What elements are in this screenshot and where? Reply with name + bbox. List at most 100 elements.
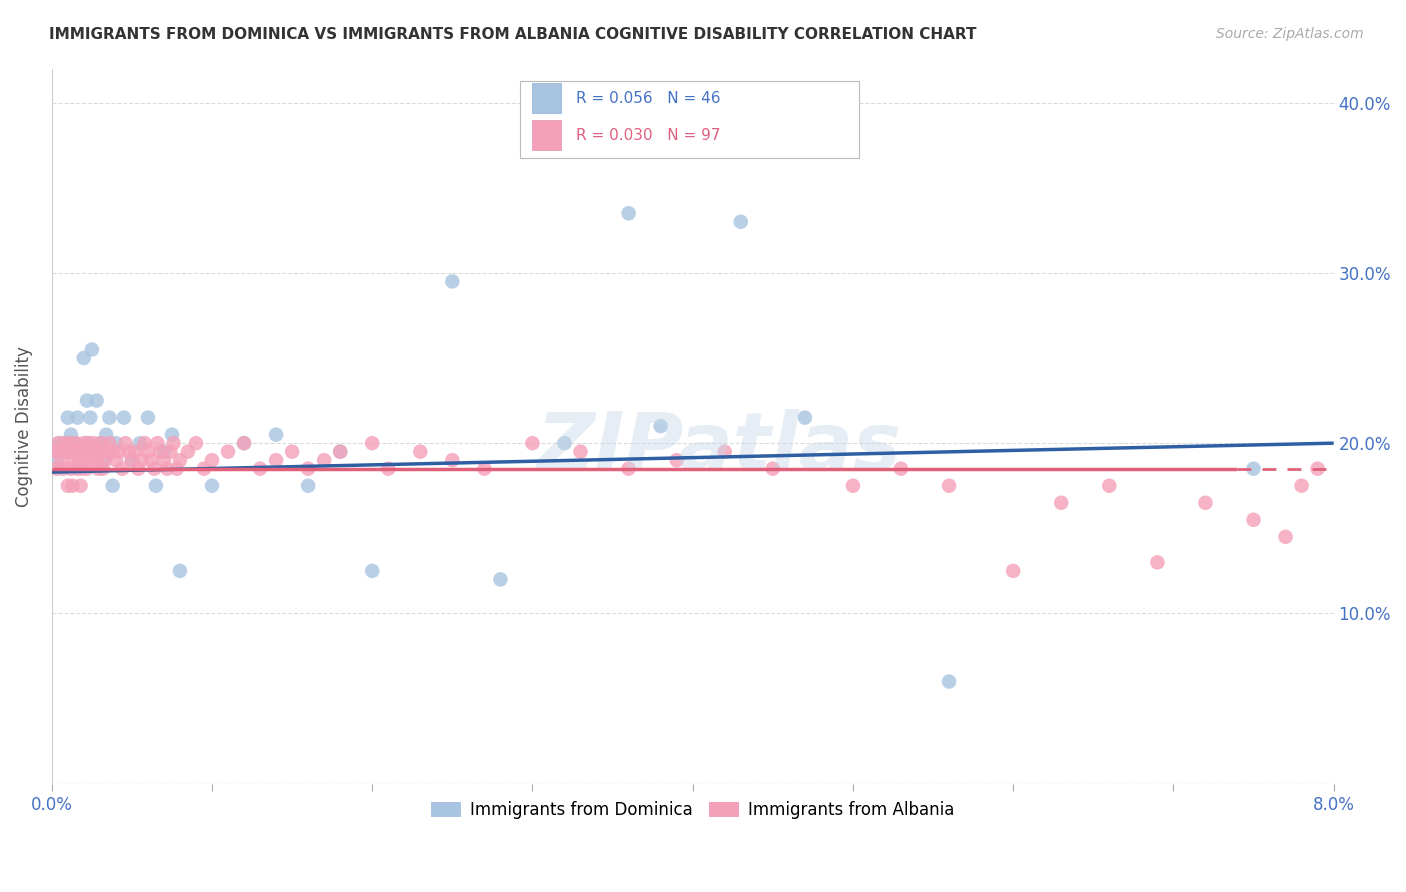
Point [617,461,640,475]
Point [1291,479,1313,493]
Point [93,453,115,467]
Point [63,444,86,458]
Point [70,461,93,475]
Point [166,461,188,475]
Point [86,393,108,408]
Point [441,453,464,467]
Point [66,444,89,458]
Point [146,436,169,450]
FancyBboxPatch shape [533,120,561,150]
Point [361,564,384,578]
Point [73,351,96,365]
Point [90,436,112,450]
Point [62,479,84,493]
Point [46,436,69,450]
Point [51,453,73,467]
Point [82,436,104,450]
FancyBboxPatch shape [533,83,561,113]
Point [58,436,80,450]
Point [162,436,184,450]
Point [96,427,118,442]
Point [69,444,91,458]
Point [52,461,75,475]
Point [713,444,735,458]
Point [66,461,89,475]
Point [131,453,153,467]
Point [153,444,176,458]
Point [650,419,672,434]
Point [82,444,104,458]
Legend: Immigrants from Dominica, Immigrants from Albania: Immigrants from Dominica, Immigrants fro… [425,794,960,825]
Point [297,479,319,493]
Point [1050,496,1073,510]
Point [665,453,688,467]
Point [55,444,77,458]
Point [409,444,432,458]
Point [56,436,79,450]
Point [121,453,143,467]
Point [91,461,114,475]
Point [127,461,149,475]
Point [104,436,127,450]
Point [63,453,86,467]
Point [145,479,167,493]
Point [77,436,100,450]
Point [169,564,191,578]
Point [91,453,114,467]
Point [53,436,76,450]
Point [44,444,66,458]
Point [67,453,90,467]
Point [76,393,98,408]
Point [193,461,215,475]
Point [553,436,575,450]
Point [118,444,141,458]
Point [233,436,256,450]
Point [56,410,79,425]
Point [1306,461,1329,475]
Point [75,444,97,458]
Point [377,461,399,475]
Point [69,444,91,458]
Point [1146,555,1168,569]
Text: R = 0.056   N = 46: R = 0.056 N = 46 [576,91,720,105]
Point [98,436,121,450]
Point [233,436,256,450]
Text: ZIPatlas: ZIPatlas [536,409,901,486]
Point [184,436,207,450]
Point [217,444,239,458]
Point [98,410,121,425]
Point [249,461,271,475]
Point [49,436,72,450]
Point [128,436,150,450]
Point [76,436,98,450]
Point [73,436,96,450]
Point [297,461,319,475]
Point [136,444,159,458]
Point [1243,461,1265,475]
Point [1274,530,1296,544]
Point [121,453,143,467]
FancyBboxPatch shape [520,80,859,158]
Point [45,453,67,467]
Point [45,461,67,475]
Point [114,436,136,450]
Point [89,436,111,450]
Point [80,453,103,467]
Point [160,427,183,442]
Point [489,573,512,587]
Point [65,436,87,450]
Point [842,479,865,493]
Point [79,444,101,458]
Point [56,444,79,458]
Point [73,453,96,467]
Point [1002,564,1025,578]
Point [938,479,960,493]
Point [1194,496,1216,510]
Point [329,444,352,458]
Point [87,461,110,475]
Point [281,444,304,458]
Point [938,674,960,689]
Point [89,444,111,458]
Point [474,461,496,475]
Point [111,461,134,475]
